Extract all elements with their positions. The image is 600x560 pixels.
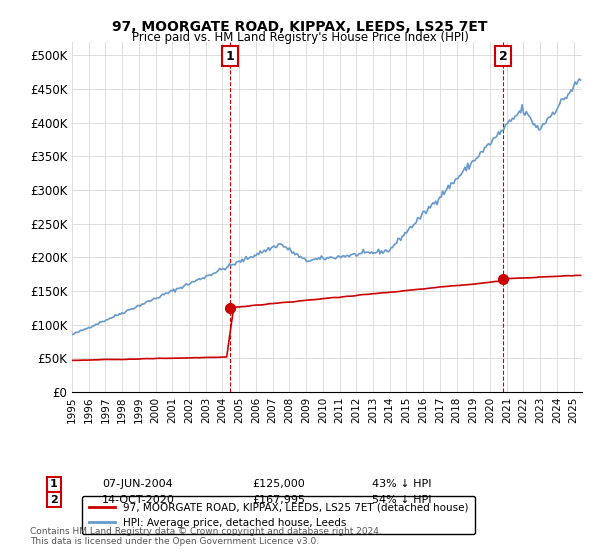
Text: 43% ↓ HPI: 43% ↓ HPI	[372, 479, 431, 489]
Text: 2: 2	[499, 49, 508, 63]
Text: £125,000: £125,000	[252, 479, 305, 489]
Text: 14-OCT-2020: 14-OCT-2020	[102, 494, 175, 505]
Text: 1: 1	[50, 479, 58, 489]
Text: Contains HM Land Registry data © Crown copyright and database right 2024.
This d: Contains HM Land Registry data © Crown c…	[30, 526, 382, 546]
Legend: 97, MOORGATE ROAD, KIPPAX, LEEDS, LS25 7ET (detached house), HPI: Average price,: 97, MOORGATE ROAD, KIPPAX, LEEDS, LS25 7…	[82, 496, 475, 534]
Text: Price paid vs. HM Land Registry's House Price Index (HPI): Price paid vs. HM Land Registry's House …	[131, 31, 469, 44]
Text: £167,995: £167,995	[252, 494, 305, 505]
Text: 1: 1	[226, 49, 234, 63]
Text: 07-JUN-2004: 07-JUN-2004	[102, 479, 173, 489]
Text: 97, MOORGATE ROAD, KIPPAX, LEEDS, LS25 7ET: 97, MOORGATE ROAD, KIPPAX, LEEDS, LS25 7…	[112, 20, 488, 34]
Text: 2: 2	[50, 494, 58, 505]
Text: 54% ↓ HPI: 54% ↓ HPI	[372, 494, 431, 505]
